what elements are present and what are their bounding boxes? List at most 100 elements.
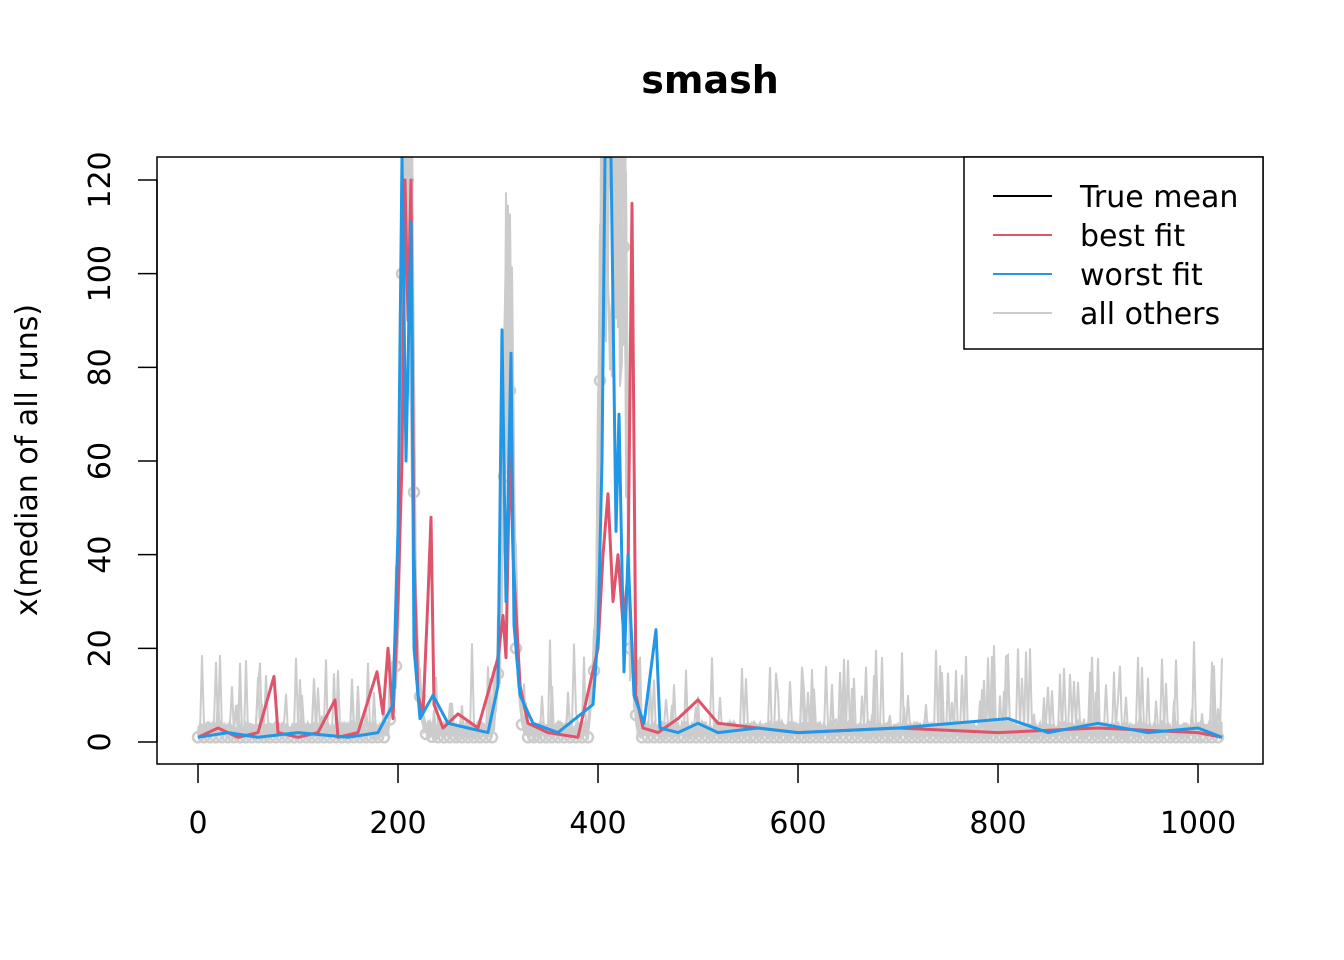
all-others-point xyxy=(209,731,223,744)
chart-title: smash xyxy=(641,58,779,102)
all-others-point xyxy=(755,731,769,744)
all-others-point xyxy=(899,731,913,744)
x-tick-label: 600 xyxy=(769,806,826,841)
all-others-point xyxy=(359,731,373,744)
y-tick-label: 120 xyxy=(83,151,118,208)
all-others-point xyxy=(527,731,541,744)
all-others-point xyxy=(845,731,859,744)
all-others-point xyxy=(839,731,853,744)
all-others-point xyxy=(449,731,463,744)
x-axis: 0 200 400 600 800 1000 xyxy=(188,763,1236,841)
all-others-point xyxy=(941,731,955,744)
x-tick-label: 200 xyxy=(369,806,426,841)
all-others-point xyxy=(935,731,949,744)
all-others-point xyxy=(467,731,481,744)
all-others-point xyxy=(1079,731,1093,744)
all-others-point xyxy=(761,731,775,744)
all-others-point xyxy=(1067,731,1081,744)
all-others-point xyxy=(857,731,871,744)
all-others-point xyxy=(869,731,883,744)
all-others-point xyxy=(533,731,547,744)
fit-series xyxy=(197,157,1223,739)
all-others-point xyxy=(737,731,751,744)
all-others-point xyxy=(485,731,499,744)
x-tick-label: 800 xyxy=(969,806,1026,841)
all-others-point xyxy=(917,731,931,744)
all-others-point xyxy=(305,731,319,744)
all-others-point xyxy=(1103,731,1117,744)
all-others-point xyxy=(581,731,595,744)
legend-label: worst fit xyxy=(1080,258,1203,293)
all-others-point xyxy=(1073,731,1087,744)
all-others-line xyxy=(197,157,1223,743)
all-others-point xyxy=(617,240,631,254)
all-others-line xyxy=(197,157,1223,743)
all-others-point xyxy=(1211,731,1225,744)
x-tick-label: 1000 xyxy=(1160,806,1236,841)
all-others-point xyxy=(1031,731,1045,744)
all-others-point xyxy=(455,731,469,744)
all-others-line xyxy=(197,157,1223,742)
all-others-point xyxy=(593,374,607,387)
all-others-line xyxy=(197,157,1223,743)
all-others-point xyxy=(893,731,907,744)
all-others-point xyxy=(773,731,787,744)
all-others-line xyxy=(197,157,1223,742)
all-others-point xyxy=(419,727,433,741)
all-others-point xyxy=(425,730,439,744)
all-others-point xyxy=(1091,731,1105,744)
y-tick-label: 60 xyxy=(83,442,118,480)
all-others-point xyxy=(1127,731,1141,744)
all-others-line xyxy=(197,157,1223,743)
all-others-line xyxy=(197,157,1223,742)
all-others-line xyxy=(197,157,1223,743)
all-others-series xyxy=(191,157,1225,744)
all-others-point xyxy=(437,731,451,744)
all-others-point xyxy=(1097,731,1111,744)
worst-fit-line xyxy=(197,157,1223,739)
y-tick-label: 40 xyxy=(83,536,118,574)
all-others-point xyxy=(473,731,487,744)
all-others-point xyxy=(887,731,901,744)
all-others-point xyxy=(269,731,283,744)
all-others-point xyxy=(743,731,757,744)
all-others-point xyxy=(377,731,391,744)
all-others-point xyxy=(929,731,943,744)
all-others-point xyxy=(701,731,715,744)
all-others-point xyxy=(881,731,895,744)
all-others-point xyxy=(521,731,535,744)
all-others-point xyxy=(683,731,697,744)
y-axis: 0 20 40 60 80 100 120 xyxy=(83,151,158,752)
all-others-point xyxy=(833,731,847,744)
all-others-point xyxy=(515,718,529,731)
all-others-point xyxy=(1085,731,1099,744)
all-others-point xyxy=(749,731,763,744)
all-others-point xyxy=(863,731,877,744)
all-others-point xyxy=(695,731,709,744)
all-others-line xyxy=(197,157,1223,743)
all-others-point xyxy=(659,731,673,744)
all-others-point xyxy=(461,731,475,744)
all-others-point xyxy=(851,731,865,744)
all-others-point xyxy=(317,731,331,744)
all-others-point xyxy=(1061,731,1075,744)
all-others-point xyxy=(1109,731,1123,744)
best-fit-line xyxy=(197,178,1223,739)
all-others-point xyxy=(1121,731,1135,744)
all-others-point xyxy=(905,731,919,744)
all-others-point xyxy=(641,731,655,744)
all-others-point xyxy=(947,731,961,744)
all-others-point xyxy=(923,731,937,744)
y-tick-label: 0 xyxy=(83,732,118,751)
all-others-point xyxy=(635,731,649,744)
legend: True mean best fit worst fit all others xyxy=(963,156,1264,350)
y-tick-label: 80 xyxy=(83,348,118,386)
y-tick-label: 100 xyxy=(83,245,118,302)
legend-label: True mean xyxy=(1079,180,1238,215)
all-others-line xyxy=(197,157,1223,742)
all-others-point xyxy=(731,731,745,744)
all-others-point xyxy=(911,731,925,744)
x-tick-label: 400 xyxy=(569,806,626,841)
y-axis-label: x(median of all runs) xyxy=(10,304,45,616)
